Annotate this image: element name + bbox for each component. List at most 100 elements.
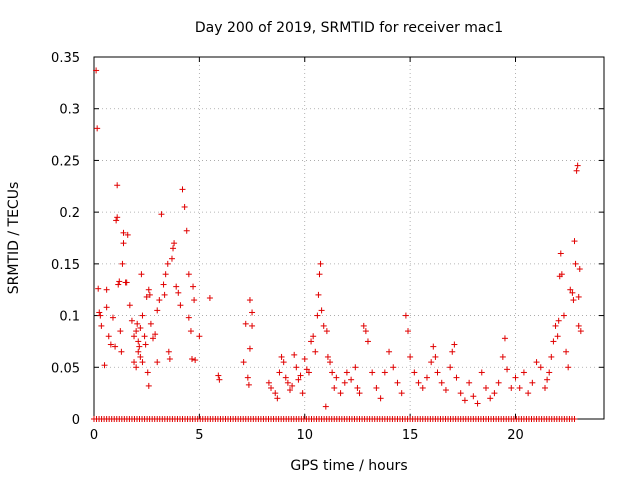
data-point <box>112 343 119 350</box>
data-point <box>170 245 177 252</box>
data-point <box>499 353 506 360</box>
data-point <box>156 297 163 304</box>
data-point <box>428 359 435 366</box>
data-point <box>278 353 285 360</box>
data-point <box>93 67 100 74</box>
data-point <box>560 312 567 319</box>
data-point <box>120 229 127 236</box>
data-point <box>244 374 251 381</box>
data-point <box>525 390 532 397</box>
data-point <box>150 335 157 342</box>
data-point <box>394 379 401 386</box>
data-point <box>286 387 293 394</box>
data-point <box>478 369 485 376</box>
data-point <box>242 320 249 327</box>
data-point <box>293 364 300 371</box>
data-point <box>303 366 310 373</box>
data-point <box>297 372 304 379</box>
axis-ticks: 0 5 10 15 20 0 0.05 0.1 0.15 0.2 0.25 0.3 0.35 <box>51 51 604 443</box>
data-point <box>318 307 325 314</box>
x-axis-label: GPS time / hours <box>290 458 407 474</box>
data-point <box>320 322 327 329</box>
data-point <box>120 240 127 247</box>
data-point <box>175 289 182 296</box>
y-tick-label: 0.35 <box>51 51 80 66</box>
data-point <box>96 309 103 316</box>
data-point <box>316 271 323 278</box>
data-point <box>512 374 519 381</box>
data-point <box>181 203 188 210</box>
data-point <box>310 333 317 340</box>
data-point <box>457 390 464 397</box>
data-point <box>541 384 548 391</box>
data-point <box>529 379 536 386</box>
data-point <box>544 376 551 383</box>
data-point <box>128 317 135 324</box>
data-point <box>575 322 582 329</box>
chart-title: Day 200 of 2019, SRMTID for receiver mac… <box>195 20 503 36</box>
data-point <box>152 331 159 338</box>
data-point <box>343 369 350 376</box>
data-point <box>192 357 199 364</box>
y-tick-label: 0.2 <box>59 206 80 221</box>
data-point <box>291 351 298 358</box>
data-point <box>574 162 581 169</box>
data-point <box>114 214 121 221</box>
data-point <box>491 390 498 397</box>
data-point <box>482 384 489 391</box>
data-point <box>103 304 110 311</box>
data-point <box>315 291 322 298</box>
data-point <box>171 240 178 247</box>
data-point <box>114 182 121 189</box>
data-point <box>145 382 152 389</box>
data-point <box>154 359 161 366</box>
data-point <box>407 353 414 360</box>
data-point <box>565 364 572 371</box>
data-point <box>557 250 564 257</box>
data-point <box>168 255 175 262</box>
data-point <box>571 238 578 245</box>
data-point <box>550 338 557 345</box>
data-point <box>299 390 306 397</box>
data-point <box>430 343 437 350</box>
data-point <box>317 260 324 267</box>
data-point <box>575 293 582 300</box>
data-point <box>139 359 146 366</box>
data-point <box>97 312 104 319</box>
data-point <box>405 328 412 335</box>
data-point <box>117 328 124 335</box>
data-point <box>333 374 340 381</box>
data-point <box>188 356 195 363</box>
data-point <box>516 384 523 391</box>
data-point <box>415 379 422 386</box>
y-tick-label: 0.1 <box>59 310 80 325</box>
data-point <box>179 186 186 193</box>
data-point <box>337 390 344 397</box>
x-tick-label: 5 <box>195 428 203 443</box>
data-point <box>249 322 256 329</box>
data-point <box>177 302 184 309</box>
data-point <box>305 369 312 376</box>
data-point <box>190 283 197 290</box>
data-point <box>161 291 168 298</box>
data-point <box>135 348 142 355</box>
x-tick-label: 10 <box>296 428 313 443</box>
data-point <box>173 283 180 290</box>
data-point <box>324 353 331 360</box>
data-point <box>113 217 120 224</box>
data-point <box>329 369 336 376</box>
data-point <box>546 369 553 376</box>
data-point <box>105 333 112 340</box>
zero-data-point <box>571 416 578 422</box>
data-point <box>215 372 222 379</box>
data-point <box>276 369 283 376</box>
data-point <box>246 345 253 352</box>
data-point <box>432 353 439 360</box>
data-point <box>487 395 494 402</box>
data-point <box>284 379 291 386</box>
y-axis-label: SRMTID / TECUs <box>6 182 22 295</box>
data-point <box>308 338 315 345</box>
data-point <box>390 364 397 371</box>
data-point <box>282 374 289 381</box>
data-point <box>572 260 579 267</box>
